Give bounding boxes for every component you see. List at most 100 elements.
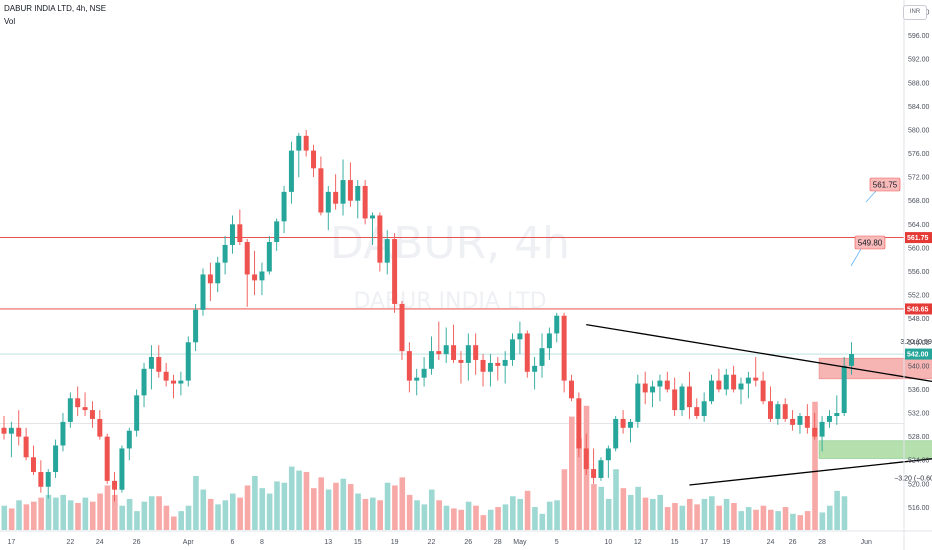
volume-bar xyxy=(89,501,96,530)
volume-bar xyxy=(45,494,52,530)
volume-bar xyxy=(252,476,258,530)
volume-bar xyxy=(517,498,523,530)
volume-bar xyxy=(731,503,737,530)
volume-bar xyxy=(185,505,192,530)
volume-bar xyxy=(399,477,406,530)
volume-indicator-label: Vol xyxy=(4,17,16,26)
volume-bar xyxy=(510,496,516,530)
volume-bar xyxy=(207,498,214,530)
candle-up xyxy=(723,374,729,390)
price-tick-label: 584.00 xyxy=(908,104,930,111)
candle-up xyxy=(8,427,14,434)
volume-bar xyxy=(156,496,162,530)
candle-down xyxy=(244,242,250,275)
volume-bar xyxy=(421,504,428,530)
price-tick-label: 524.00 xyxy=(908,458,930,465)
volume-bar xyxy=(244,485,251,530)
volume-bar xyxy=(738,511,745,530)
candle-up xyxy=(635,383,641,422)
symbol-title: DABUR INDIA LTD, 4h, NSE xyxy=(4,4,107,13)
price-tick-label: 568.00 xyxy=(908,198,930,205)
range-zone-lower xyxy=(818,440,932,459)
candle-down xyxy=(812,427,818,437)
candle-down xyxy=(406,351,412,381)
candle-down xyxy=(112,480,118,490)
volume-bar xyxy=(694,504,700,530)
candle-down xyxy=(16,427,22,437)
volume-bar xyxy=(679,505,686,530)
candle-down xyxy=(156,357,162,372)
candle-down xyxy=(524,333,530,372)
watermark-name: DABUR INDIA LTD xyxy=(353,289,546,314)
price-tick-label: 520.00 xyxy=(908,481,930,488)
candle-up xyxy=(502,359,508,366)
volume-bar xyxy=(288,466,295,530)
candle-down xyxy=(694,407,700,416)
candle-down xyxy=(104,436,110,481)
time-tick-label: 17 xyxy=(7,539,15,546)
volume-bar xyxy=(30,501,37,530)
candle-down xyxy=(591,469,597,478)
candle-up xyxy=(841,365,847,414)
callout-pointer-1 xyxy=(865,190,877,203)
candle-up xyxy=(185,342,191,381)
watermark-symbol: DABUR, 4h xyxy=(330,218,570,269)
candle-up xyxy=(296,135,302,151)
volume-bar xyxy=(642,497,649,530)
volume-bar xyxy=(163,505,170,530)
candle-up xyxy=(325,191,331,213)
level-badge-549: 549.65 xyxy=(907,307,929,314)
candle-up xyxy=(487,362,493,372)
volume-bar xyxy=(171,516,177,530)
volume-bar xyxy=(664,507,671,530)
candle-down xyxy=(377,215,383,263)
price-tick-label: 564.00 xyxy=(908,222,930,229)
time-tick-label: 10 xyxy=(604,539,612,546)
candle-down xyxy=(760,380,766,402)
time-tick-label: 24 xyxy=(96,539,104,546)
volume-bar xyxy=(75,503,81,530)
volume-bar xyxy=(819,512,826,530)
volume-bar xyxy=(701,498,708,530)
price-tick-label: 536.00 xyxy=(908,387,930,394)
candle-down xyxy=(333,191,339,204)
volume-bar xyxy=(414,500,420,530)
candle-up xyxy=(679,386,685,411)
volume-bar xyxy=(362,498,369,530)
time-tick-label: 12 xyxy=(634,539,642,546)
volume-bar xyxy=(826,505,833,530)
candle-up xyxy=(510,339,516,360)
price-tick-label: 596.00 xyxy=(908,33,930,40)
volume-bar xyxy=(716,505,722,530)
candle-up xyxy=(443,345,449,355)
volume-bar xyxy=(347,484,354,530)
candle-up xyxy=(288,150,294,192)
callout-pointer-0 xyxy=(850,248,862,267)
candle-up xyxy=(428,351,434,369)
volume-bar xyxy=(686,498,693,530)
candle-down xyxy=(620,418,626,428)
volume-bar xyxy=(657,494,664,530)
time-tick-label: 22 xyxy=(66,539,74,546)
volume-bar xyxy=(178,511,184,530)
candle-up xyxy=(67,398,73,422)
currency-button[interactable]: INR xyxy=(903,5,927,20)
volume-bar xyxy=(215,504,221,530)
candle-down xyxy=(252,274,258,281)
candle-down xyxy=(767,401,773,419)
candle-down xyxy=(97,418,103,437)
volume-bar xyxy=(428,489,435,530)
volume-bar xyxy=(370,497,376,530)
volume-bar xyxy=(841,496,848,530)
callout-box-1 xyxy=(869,177,901,192)
volume-bar xyxy=(753,509,759,530)
price-tick-label: 516.00 xyxy=(908,505,930,512)
volume-bar xyxy=(148,496,155,530)
candle-up xyxy=(274,221,280,243)
volume-bar xyxy=(723,498,730,530)
volume-bar xyxy=(790,513,796,530)
candle-up xyxy=(657,380,663,387)
candle-up xyxy=(546,333,552,349)
